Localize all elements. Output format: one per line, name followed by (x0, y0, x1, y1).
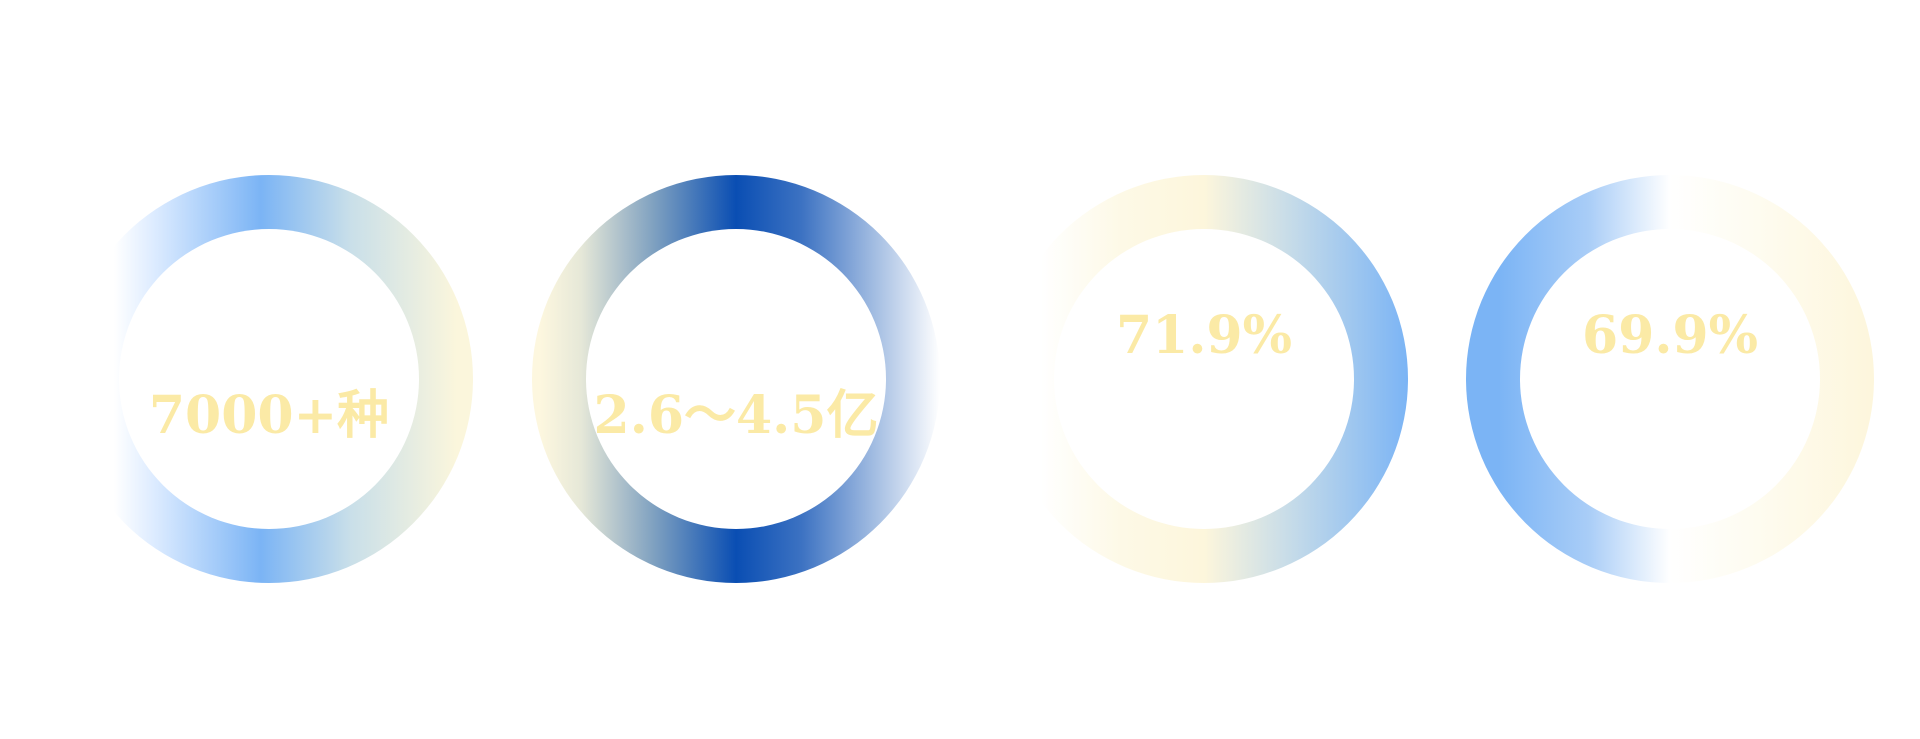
stat-ring-1: 7000+种 (65, 175, 473, 583)
stat-ring-3: 71.9% (1000, 175, 1408, 583)
stat-value-4: 69.9% (1581, 305, 1759, 366)
stat-value-1: 7000+种 (148, 385, 390, 446)
stat-value-2: 2.6～4.5亿 (593, 385, 879, 446)
ring-inner-hole (119, 229, 419, 529)
stat-ring-2: 2.6～4.5亿 (532, 175, 940, 583)
stat-value-3: 71.9% (1115, 305, 1293, 366)
ring-inner-hole (1520, 229, 1820, 529)
ring-inner-hole (1054, 229, 1354, 529)
ring-inner-hole (586, 229, 886, 529)
stat-ring-4: 69.9% (1466, 175, 1874, 583)
